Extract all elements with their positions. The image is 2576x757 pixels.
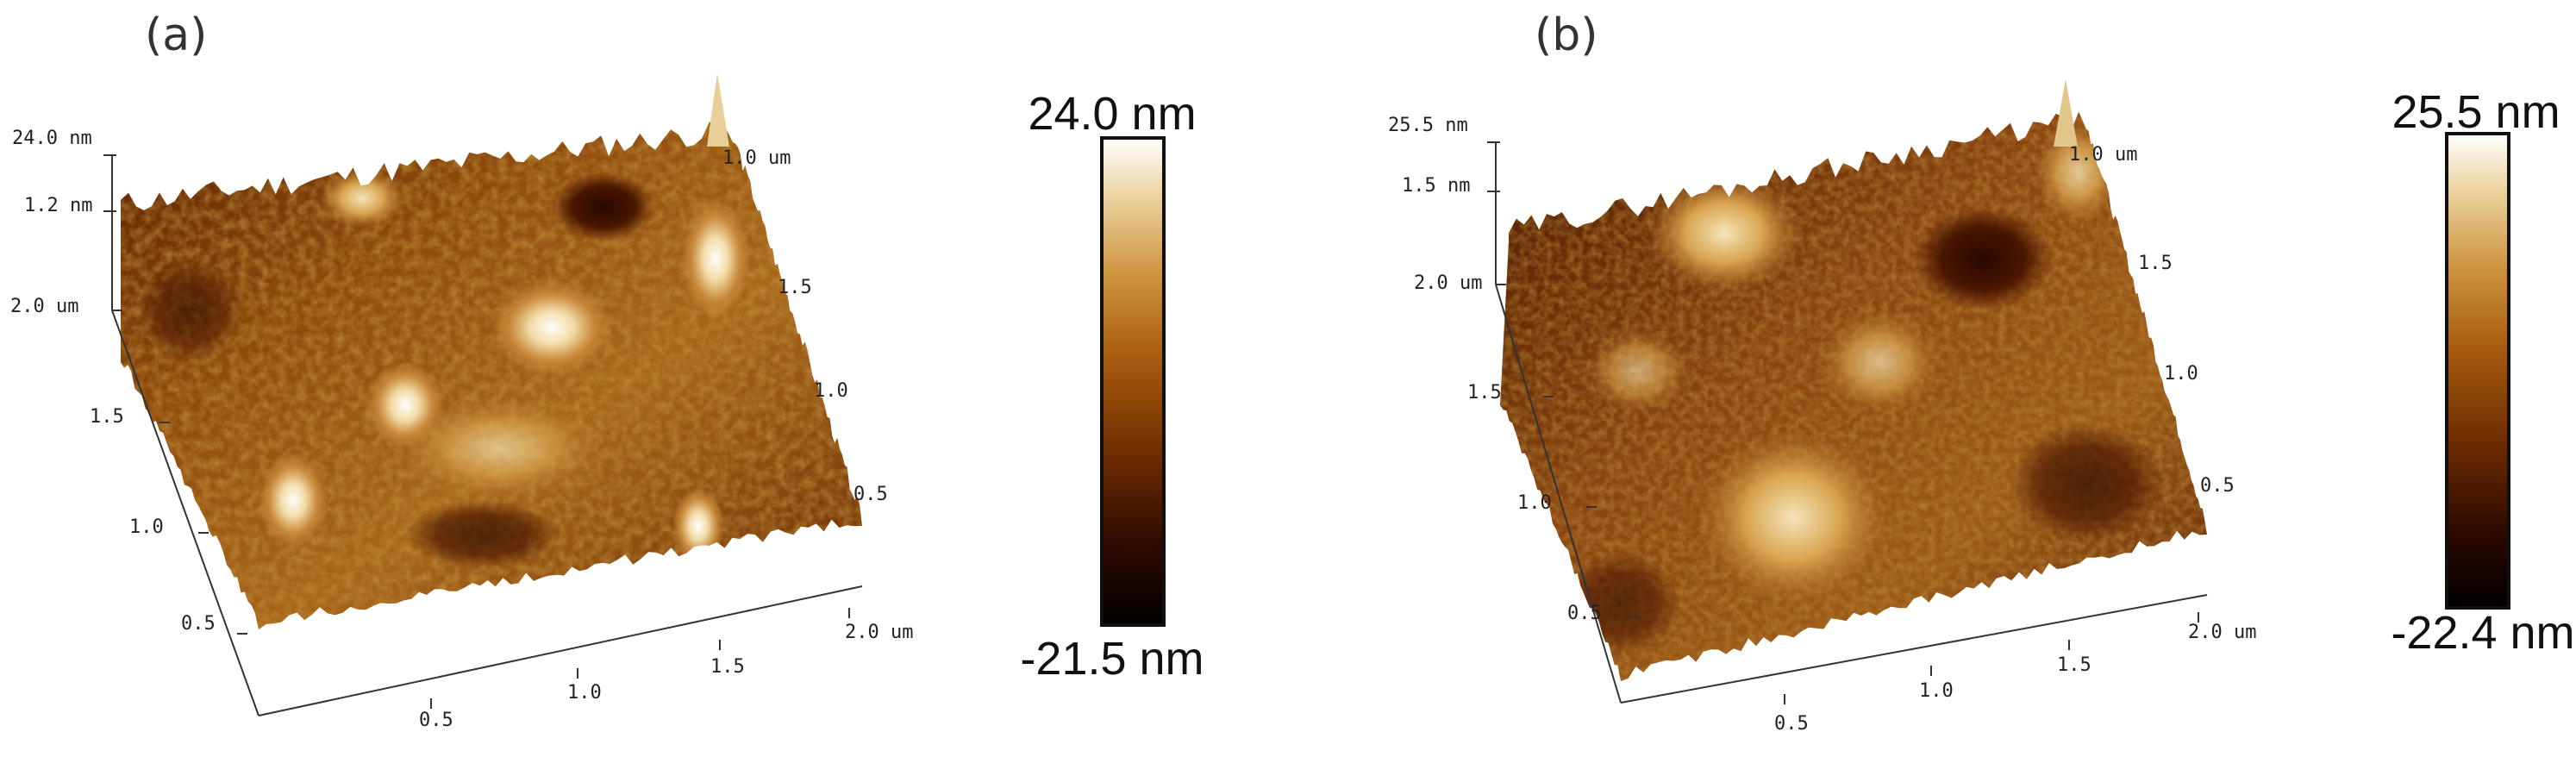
z-top-label-b: 25.5 nm	[1388, 115, 1468, 136]
right-axis-label-a-1: 1.5	[778, 277, 812, 298]
bottom-axis-label-b-1: 1.0	[1919, 680, 1954, 702]
panel-a: (a) 24.0 nm 1.2 nm 2.0 um 1.5 1.0	[10, 9, 1204, 731]
colorbar-gradient-a	[1100, 136, 1166, 627]
afm-surface-a	[121, 73, 862, 629]
colorbar-a: 24.0 nm -21.5 nm	[1020, 88, 1204, 685]
right-axis-label-a-3: 0.5	[853, 484, 888, 505]
bottom-axis-label-b-3: 2.0 um	[2188, 622, 2256, 643]
left-axis-label-b-1: 1.5	[1467, 382, 1502, 404]
right-axis-label-a-0: 1.0 um	[722, 147, 791, 169]
afm-surface-b	[1500, 79, 2207, 681]
right-axis-label-a-2: 1.0	[814, 380, 848, 402]
z-top-label-a: 24.0 nm	[12, 128, 92, 149]
right-axis-label-b-3: 0.5	[2200, 475, 2235, 497]
axes-a	[103, 154, 863, 716]
panel-label-b: (b)	[1535, 9, 1598, 61]
z-tick-label-b: 1.5 nm	[1402, 175, 1470, 197]
bottom-axis-label-a-0: 0.5	[419, 710, 453, 731]
colorbar-min-label-a: -21.5 nm	[1020, 633, 1204, 685]
left-axis-label-b-2: 1.0	[1517, 492, 1552, 514]
left-axis-label-a-0: 2.0 um	[10, 296, 78, 317]
colorbar-max-label-b: 25.5 nm	[2392, 86, 2560, 138]
panel-b: (b) 25.5 nm 1.5 nm 2.0 um 1.5 1.0 0.5 0.…	[1388, 9, 2575, 735]
left-axis-label-a-2: 1.0	[129, 516, 164, 538]
colorbar-b: 25.5 nm -22.4 nm	[2391, 86, 2574, 659]
left-axis-label-a-3: 0.5	[181, 613, 216, 635]
right-axis-label-b-1: 1.5	[2138, 253, 2173, 274]
left-axis-label-b-0: 2.0 um	[1414, 272, 1482, 294]
colorbar-min-label-b: -22.4 nm	[2391, 607, 2574, 659]
colorbar-max-label-a: 24.0 nm	[1028, 88, 1196, 140]
bottom-axis-label-b-0: 0.5	[1774, 713, 1809, 735]
colorbar-gradient-b	[2445, 132, 2510, 610]
bottom-axis-label-a-2: 1.5	[710, 656, 745, 678]
panel-label-a: (a)	[145, 9, 207, 61]
right-axis-label-b-2: 1.0	[2164, 363, 2198, 385]
bottom-axis-label-a-3: 2.0 um	[845, 622, 913, 643]
left-axis-label-b-3: 0.5	[1567, 603, 1602, 624]
right-axis-label-b-0: 1.0 um	[2069, 144, 2137, 166]
axes-b	[1487, 141, 2208, 704]
z-tick-label-a: 1.2 nm	[24, 195, 92, 216]
bottom-axis-label-a-1: 1.0	[567, 682, 602, 704]
left-axis-label-a-1: 1.5	[90, 406, 124, 428]
bottom-axis-label-b-2: 1.5	[2057, 654, 2091, 676]
